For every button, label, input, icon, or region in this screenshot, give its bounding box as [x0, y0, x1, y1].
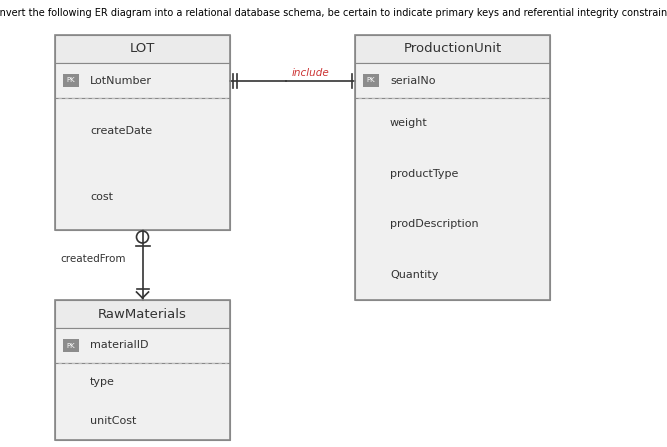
- Bar: [355, 63, 550, 98]
- Text: Quantity: Quantity: [390, 270, 438, 280]
- Bar: [55, 35, 230, 63]
- Bar: [355, 98, 550, 300]
- Text: PK: PK: [67, 342, 75, 349]
- Text: LOT: LOT: [130, 42, 155, 55]
- Bar: [55, 300, 230, 328]
- Text: unitCost: unitCost: [90, 416, 136, 426]
- Bar: [55, 328, 230, 363]
- Text: RawMaterials: RawMaterials: [98, 308, 187, 320]
- Bar: [55, 35, 230, 230]
- Text: PK: PK: [67, 77, 75, 84]
- Bar: [55, 63, 230, 98]
- Text: materialID: materialID: [90, 341, 149, 350]
- Bar: [55, 98, 230, 230]
- Text: productType: productType: [390, 169, 458, 179]
- Text: weight: weight: [390, 118, 428, 128]
- Text: LotNumber: LotNumber: [90, 76, 152, 85]
- Text: prodDescription: prodDescription: [390, 219, 479, 229]
- Bar: [55, 300, 230, 440]
- Text: createdFrom: createdFrom: [60, 254, 125, 264]
- Bar: [55, 363, 230, 440]
- Text: Convert the following ER diagram into a relational database schema, be certain t: Convert the following ER diagram into a …: [0, 8, 667, 18]
- Bar: [355, 35, 550, 300]
- Bar: [63, 74, 79, 87]
- Text: ProductionUnit: ProductionUnit: [404, 42, 502, 55]
- Bar: [355, 35, 550, 63]
- Text: include: include: [291, 68, 329, 79]
- Text: PK: PK: [367, 77, 376, 84]
- Bar: [363, 74, 379, 87]
- Text: serialNo: serialNo: [390, 76, 436, 85]
- Bar: [63, 339, 79, 352]
- Text: type: type: [90, 377, 115, 387]
- Text: createDate: createDate: [90, 126, 152, 136]
- Text: cost: cost: [90, 192, 113, 202]
